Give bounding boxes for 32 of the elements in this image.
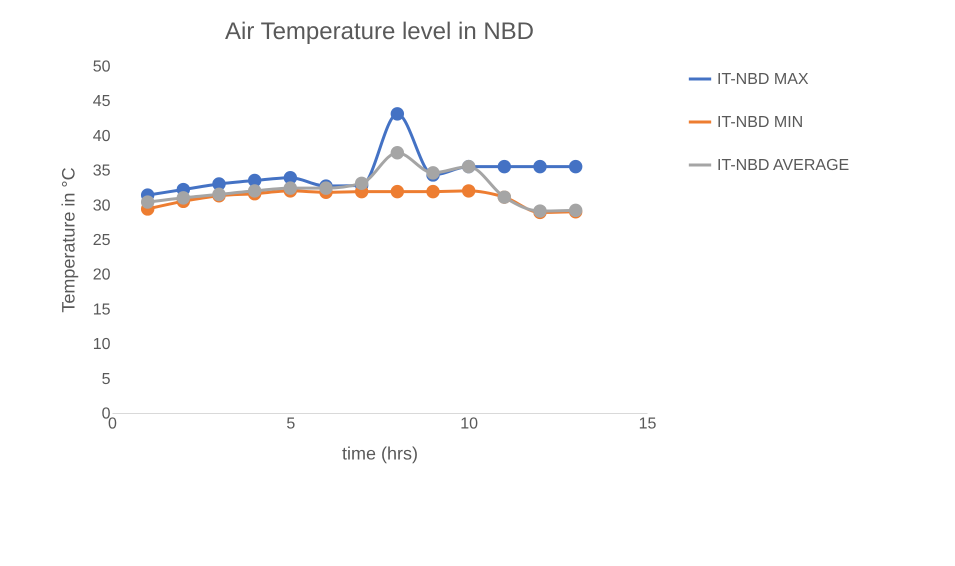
y-axis-title: Temperature in °C — [58, 167, 79, 313]
y-tick-label: 30 — [92, 197, 111, 214]
y-tick-label: 15 — [92, 301, 111, 318]
point — [426, 184, 440, 198]
point — [390, 146, 404, 160]
chart-title: Air Temperature level in NBD — [224, 18, 534, 45]
x-tick-label: 10 — [460, 416, 478, 432]
x-tick-label: 5 — [286, 416, 296, 432]
y-tick-label: 10 — [92, 336, 111, 354]
legend-label: IT-NBD MIN — [717, 114, 804, 131]
y-tick-label: 50 — [92, 58, 111, 76]
point — [390, 107, 404, 121]
y-tick-label: 5 — [102, 370, 111, 388]
point — [498, 160, 512, 174]
y-tick-label: 45 — [92, 93, 111, 110]
point — [354, 176, 368, 190]
point — [533, 160, 547, 174]
legend-label: IT-NBD AVERAGE — [717, 157, 850, 174]
point — [248, 184, 262, 198]
point — [176, 191, 190, 205]
point — [568, 160, 582, 174]
point — [390, 184, 404, 198]
x-axis-title: time (hrs) — [342, 444, 418, 464]
point — [140, 195, 154, 209]
y-tick-label: 35 — [92, 162, 111, 180]
y-tick-label: 40 — [92, 128, 111, 145]
x-tick-label: 15 — [638, 416, 656, 432]
y-tick-label: 25 — [92, 232, 111, 249]
point — [284, 181, 298, 195]
legend-label: IT-NBD MAX — [717, 71, 809, 88]
point — [462, 184, 476, 198]
y-tick-label: 20 — [92, 266, 111, 284]
